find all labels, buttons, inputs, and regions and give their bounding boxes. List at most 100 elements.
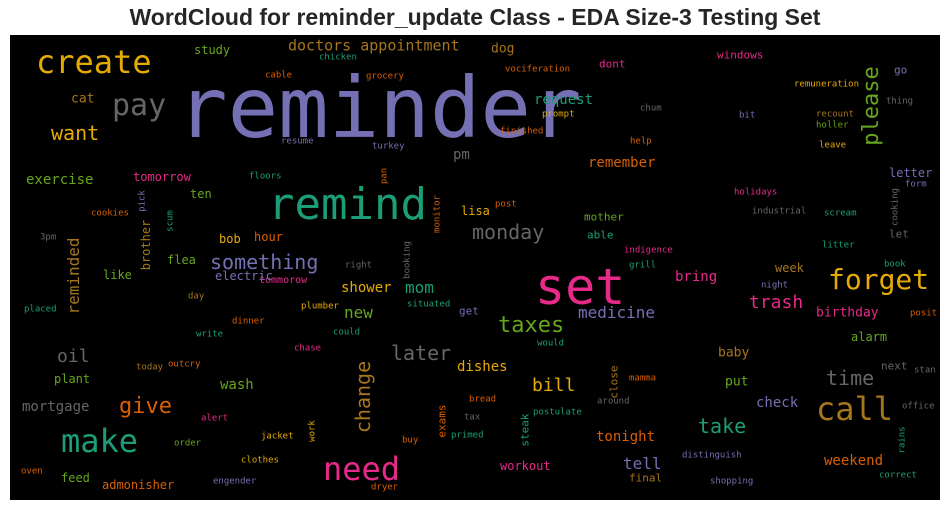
word-prompt: prompt (542, 109, 575, 120)
word-tommorow: tommorow (259, 275, 308, 286)
word-stan: stan (914, 365, 936, 376)
word-like: like (103, 268, 132, 282)
word-cooking: cooking (890, 188, 901, 226)
word-buy: buy (402, 435, 419, 446)
word-industrial: industrial (752, 206, 807, 217)
word-chicken: chicken (319, 52, 357, 63)
word-chase: chase (294, 343, 322, 354)
word-bring: bring (675, 269, 718, 285)
word-time: time (826, 366, 875, 390)
word-plumber: plumber (301, 301, 339, 312)
word-remind: remind (268, 179, 427, 230)
word-leave: leave (819, 140, 847, 151)
word-change: change (351, 360, 375, 434)
word-study: study (194, 43, 231, 57)
word-take: take (698, 414, 747, 438)
word-work: work (307, 420, 318, 442)
word-week: week (775, 261, 804, 275)
word-right: right (345, 260, 373, 271)
word-rains: rains (897, 426, 908, 454)
word-admonisher: admonisher (102, 478, 175, 492)
word-electric: electric (215, 269, 273, 283)
word-scream: scream (824, 208, 857, 219)
word-give: give (119, 394, 172, 419)
word-alert: alert (201, 413, 229, 424)
word-clothes: clothes (241, 455, 279, 466)
word-dishes: dishes (457, 359, 508, 375)
word-check: check (756, 395, 799, 411)
wordcloud-canvas: reminder set remind create pay need make call fo… (10, 35, 940, 500)
word-plant: plant (54, 372, 91, 386)
word-create: create (36, 43, 152, 81)
word-remuneration: remuneration (794, 79, 860, 90)
word-cookies: cookies (91, 208, 129, 219)
word-chum: chum (640, 103, 662, 114)
word-pan: pan (379, 167, 390, 185)
word-vociferation: vociferation (505, 64, 571, 75)
word-shower: shower (341, 280, 392, 296)
word-get: get (459, 304, 479, 318)
word-baby: baby (718, 345, 750, 361)
word-lisa: lisa (461, 204, 490, 218)
word-placed: placed (24, 304, 57, 315)
word-recount: recount (816, 109, 854, 120)
word-windows: windows (717, 48, 764, 62)
word-cable: cable (265, 70, 293, 81)
word-post: post (495, 199, 517, 210)
word-engender: engender (213, 476, 257, 487)
word-need: need (323, 450, 401, 488)
word-tomorrow: tomorrow (133, 170, 191, 184)
word-night: night (761, 280, 789, 291)
word-medicine: medicine (578, 303, 656, 322)
word-today: today (136, 362, 164, 373)
word-holidays: holidays (734, 187, 778, 198)
word-order: order (174, 438, 202, 449)
word-workout: workout (500, 459, 551, 473)
word-doctors-appointment: doctors appointment (288, 36, 460, 55)
word-resume: resume (281, 136, 314, 147)
word-3pm: 3pm (40, 232, 57, 243)
word-oil: oil (57, 346, 90, 367)
word-monitor: monitor (432, 195, 443, 233)
word-make: make (61, 422, 139, 460)
word-mortgage: mortgage (22, 399, 90, 415)
word-pm: pm (453, 147, 470, 163)
word-write: write (196, 329, 224, 340)
word-birthday: birthday (816, 305, 879, 321)
word-correct: correct (879, 470, 917, 481)
word-bit: bit (739, 110, 756, 121)
word-set: set (535, 258, 626, 316)
word-bill: bill (532, 375, 576, 396)
word-book: book (884, 259, 906, 270)
word-go: go (894, 63, 908, 77)
word-forget: forget (828, 263, 930, 296)
word-floors: floors (249, 171, 282, 182)
word-weekend: weekend (824, 453, 884, 469)
word-bread: bread (469, 394, 497, 405)
word-feed: feed (61, 471, 90, 485)
word-letter: letter (889, 166, 933, 180)
word-litter: litter (822, 240, 855, 251)
word-exams: exams (435, 404, 449, 438)
word-exercise: exercise (26, 172, 94, 188)
word-put: put (725, 374, 749, 390)
word-primed: primed (451, 430, 484, 441)
word-trash: trash (749, 292, 804, 313)
word-situated: situated (407, 299, 451, 310)
word-request: request (534, 92, 594, 108)
word-steak: steak (518, 413, 532, 447)
word-finished: finished (500, 126, 544, 137)
word-brother: brother (139, 219, 153, 271)
word-bob: bob (219, 232, 241, 246)
word-dog: dog (491, 41, 515, 57)
word-please: please (859, 66, 884, 146)
word-cat: cat (71, 91, 95, 107)
word-grocery: grocery (366, 71, 404, 82)
word-able: able (587, 228, 614, 242)
word-jacket: jacket (261, 431, 294, 442)
word-flea: flea (167, 253, 196, 267)
word-tell: tell (623, 454, 662, 473)
word-new: new (344, 303, 373, 322)
word-mamma: mamma (629, 373, 657, 384)
word-outcry: outcry (168, 359, 201, 370)
